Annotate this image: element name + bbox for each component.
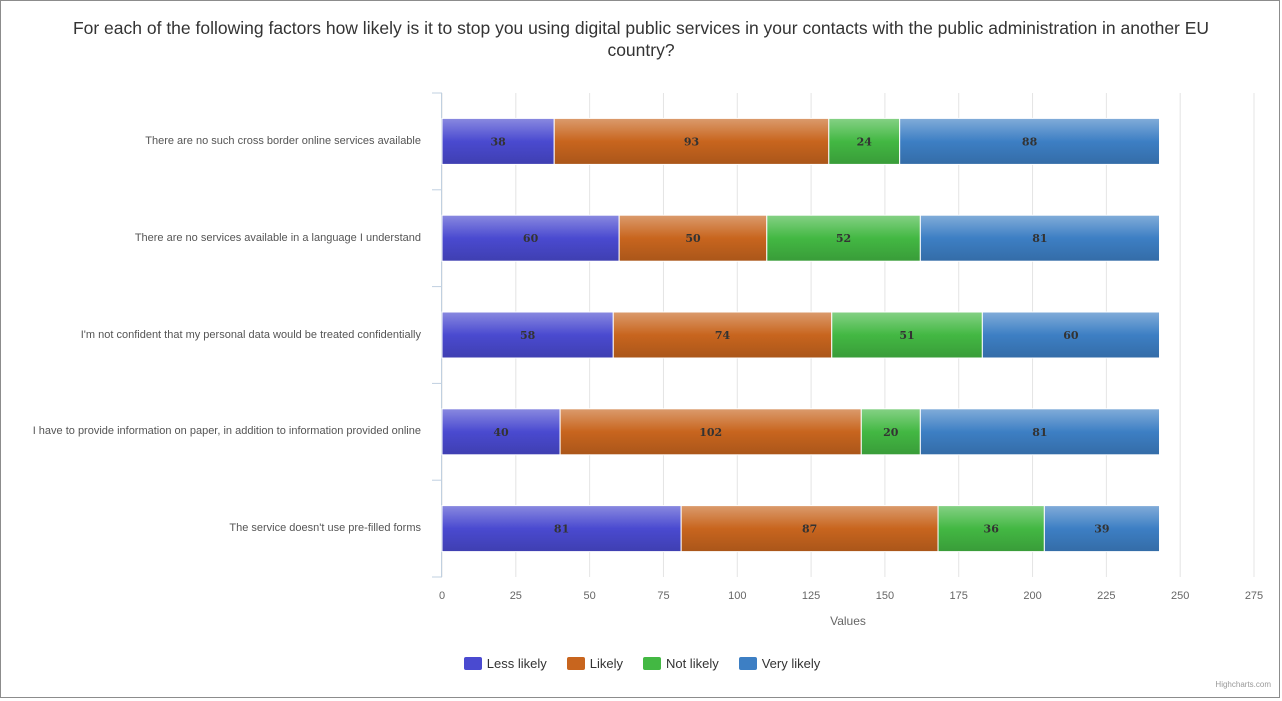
bar-data-label: 36 — [984, 523, 1000, 536]
bar — [919, 214, 1161, 262]
bar-data-label: 102 — [699, 426, 722, 439]
legend-label: Very likely — [761, 656, 821, 671]
x-tick-label: 150 — [876, 590, 894, 602]
bar — [828, 117, 901, 165]
bar-data-label: 60 — [523, 232, 539, 245]
x-tick-label: 25 — [510, 590, 522, 602]
bar-data-label: 38 — [490, 135, 506, 148]
bar-data-label: 58 — [520, 329, 536, 342]
legend-label: Less likely — [486, 656, 547, 671]
bar-data-label: 87 — [802, 523, 817, 536]
x-tick-label: 225 — [1097, 590, 1115, 602]
bar-data-label: 50 — [685, 232, 701, 245]
legend-label: Likely — [589, 656, 623, 671]
bar — [1043, 505, 1161, 553]
bar — [441, 408, 561, 456]
x-tick-label: 175 — [950, 590, 968, 602]
x-tick-label: 50 — [584, 590, 596, 602]
x-tick-label: 200 — [1023, 590, 1041, 602]
legend-label: Not likely — [665, 656, 719, 671]
category-label: I have to provide information on paper, … — [32, 425, 421, 438]
bar — [441, 505, 682, 553]
x-tick-label: 125 — [802, 590, 820, 602]
bar-data-label: 88 — [1022, 135, 1038, 148]
bar-data-label: 24 — [857, 135, 873, 148]
bar-data-label: 81 — [1032, 232, 1047, 245]
bar — [831, 311, 983, 359]
bar — [937, 505, 1045, 553]
credits-text[interactable]: Highcharts.com — [1215, 680, 1271, 689]
bar-data-label: 40 — [493, 426, 509, 439]
bar-data-label: 60 — [1063, 329, 1079, 342]
bar-data-label: 39 — [1094, 523, 1109, 536]
bar — [553, 117, 830, 165]
bar-data-label: 20 — [883, 426, 899, 439]
x-axis-title: Values — [830, 614, 866, 628]
x-tick-label: 75 — [657, 590, 669, 602]
bar-data-label: 74 — [715, 329, 731, 342]
bar — [860, 408, 921, 456]
bar — [919, 408, 1161, 456]
bar — [559, 408, 862, 456]
legend-item[interactable]: Less likely — [463, 656, 547, 671]
bar-data-label: 93 — [684, 135, 699, 148]
x-tick-label: 100 — [728, 590, 746, 602]
category-label: There are no services available in a lan… — [134, 231, 421, 244]
chart-title: For each of the following factors how li… — [72, 18, 1210, 60]
category-label: I'm not confident that my personal data … — [80, 328, 421, 341]
bar — [766, 214, 921, 262]
legend-item[interactable]: Likely — [566, 656, 623, 671]
bar-data-label: 52 — [836, 232, 851, 245]
bar-data-label: 81 — [1032, 426, 1047, 439]
category-label: The service doesn't use pre-filled forms — [229, 522, 421, 535]
bar — [441, 311, 614, 359]
legend-item[interactable]: Not likely — [642, 656, 719, 671]
legend-swatch — [738, 657, 757, 670]
legend-item[interactable]: Very likely — [738, 656, 821, 671]
x-tick-label: 275 — [1245, 590, 1263, 602]
x-tick-label: 250 — [1171, 590, 1189, 602]
chart-legend: Less likely Likely Not likely Very likely — [1, 656, 1282, 671]
bar-data-label: 51 — [899, 329, 914, 342]
legend-swatch — [566, 657, 585, 670]
x-tick-label: 0 — [439, 590, 445, 602]
bar-data-label: 81 — [554, 523, 569, 536]
legend-swatch — [463, 657, 482, 670]
bar — [899, 117, 1161, 165]
bar — [680, 505, 939, 553]
bar — [441, 117, 555, 165]
legend-swatch — [642, 657, 661, 670]
bar — [441, 214, 620, 262]
bar — [981, 311, 1161, 359]
category-label: There are no such cross border online se… — [145, 134, 421, 147]
